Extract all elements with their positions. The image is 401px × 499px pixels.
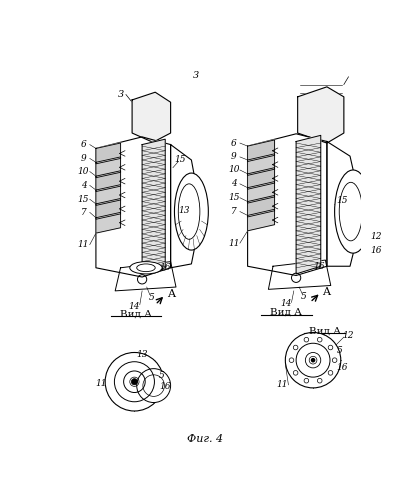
Text: 16: 16 bbox=[313, 262, 324, 271]
Circle shape bbox=[332, 358, 336, 362]
Circle shape bbox=[310, 358, 314, 362]
Polygon shape bbox=[247, 168, 274, 189]
Text: 16: 16 bbox=[159, 263, 170, 272]
Text: 9: 9 bbox=[230, 152, 236, 161]
Text: 6: 6 bbox=[230, 139, 236, 148]
Circle shape bbox=[288, 358, 293, 362]
Text: 15: 15 bbox=[174, 156, 186, 165]
Circle shape bbox=[327, 371, 332, 375]
Circle shape bbox=[327, 345, 332, 350]
Circle shape bbox=[136, 369, 170, 403]
Text: 11: 11 bbox=[78, 240, 89, 249]
Text: 13: 13 bbox=[136, 350, 148, 359]
Circle shape bbox=[293, 345, 297, 350]
Polygon shape bbox=[247, 196, 274, 217]
Text: 3: 3 bbox=[117, 90, 124, 99]
Text: Вид А: Вид А bbox=[308, 326, 340, 335]
Text: 16: 16 bbox=[159, 382, 170, 391]
Polygon shape bbox=[297, 87, 343, 143]
Polygon shape bbox=[247, 134, 326, 275]
Ellipse shape bbox=[334, 170, 371, 253]
Text: 5: 5 bbox=[336, 346, 342, 355]
Text: 14: 14 bbox=[279, 299, 291, 308]
Text: 11: 11 bbox=[95, 379, 107, 388]
Circle shape bbox=[317, 337, 321, 342]
Polygon shape bbox=[247, 154, 274, 175]
Polygon shape bbox=[96, 199, 120, 219]
Ellipse shape bbox=[130, 261, 162, 274]
Text: 3: 3 bbox=[192, 71, 198, 80]
Polygon shape bbox=[132, 92, 170, 142]
Polygon shape bbox=[96, 137, 170, 277]
Polygon shape bbox=[170, 145, 201, 268]
Text: 11: 11 bbox=[227, 239, 239, 248]
Circle shape bbox=[293, 371, 297, 375]
Polygon shape bbox=[326, 142, 362, 266]
Polygon shape bbox=[96, 171, 120, 192]
Text: Вид А: Вид А bbox=[119, 309, 152, 318]
Text: 16: 16 bbox=[370, 247, 381, 255]
Circle shape bbox=[131, 379, 137, 385]
Polygon shape bbox=[247, 182, 274, 203]
Text: 13: 13 bbox=[178, 206, 190, 215]
Polygon shape bbox=[268, 260, 330, 289]
Text: 10: 10 bbox=[78, 167, 89, 176]
Ellipse shape bbox=[174, 173, 208, 250]
Text: 4: 4 bbox=[81, 181, 86, 190]
Text: 4: 4 bbox=[230, 179, 236, 188]
Text: Вид А: Вид А bbox=[269, 308, 302, 317]
Polygon shape bbox=[296, 135, 320, 274]
Text: 5: 5 bbox=[300, 292, 306, 301]
Text: 15: 15 bbox=[336, 196, 347, 205]
Text: 14: 14 bbox=[128, 302, 140, 311]
Text: 10: 10 bbox=[227, 166, 239, 175]
Polygon shape bbox=[96, 157, 120, 178]
Circle shape bbox=[317, 378, 321, 383]
Text: Фиг. 4: Фиг. 4 bbox=[187, 434, 223, 444]
Text: A: A bbox=[167, 289, 175, 299]
Circle shape bbox=[285, 332, 340, 388]
Polygon shape bbox=[247, 209, 274, 231]
Text: 12: 12 bbox=[370, 233, 381, 242]
Circle shape bbox=[303, 378, 308, 383]
Polygon shape bbox=[142, 139, 165, 274]
Polygon shape bbox=[96, 185, 120, 206]
Text: 15: 15 bbox=[227, 193, 239, 202]
Text: 7: 7 bbox=[81, 208, 86, 217]
Text: 11: 11 bbox=[276, 380, 287, 389]
Polygon shape bbox=[115, 261, 176, 291]
Text: 15: 15 bbox=[78, 195, 89, 204]
Text: 5: 5 bbox=[148, 292, 154, 301]
Polygon shape bbox=[96, 143, 120, 164]
Circle shape bbox=[303, 337, 308, 342]
Text: 9: 9 bbox=[81, 154, 86, 163]
Text: 16: 16 bbox=[336, 363, 347, 372]
Text: 6: 6 bbox=[81, 140, 86, 149]
Text: 5: 5 bbox=[158, 371, 164, 380]
Text: 12: 12 bbox=[341, 331, 352, 340]
Circle shape bbox=[105, 352, 163, 411]
Text: 7: 7 bbox=[230, 207, 236, 216]
Polygon shape bbox=[247, 140, 274, 162]
Polygon shape bbox=[96, 213, 120, 233]
Text: A: A bbox=[321, 287, 329, 297]
